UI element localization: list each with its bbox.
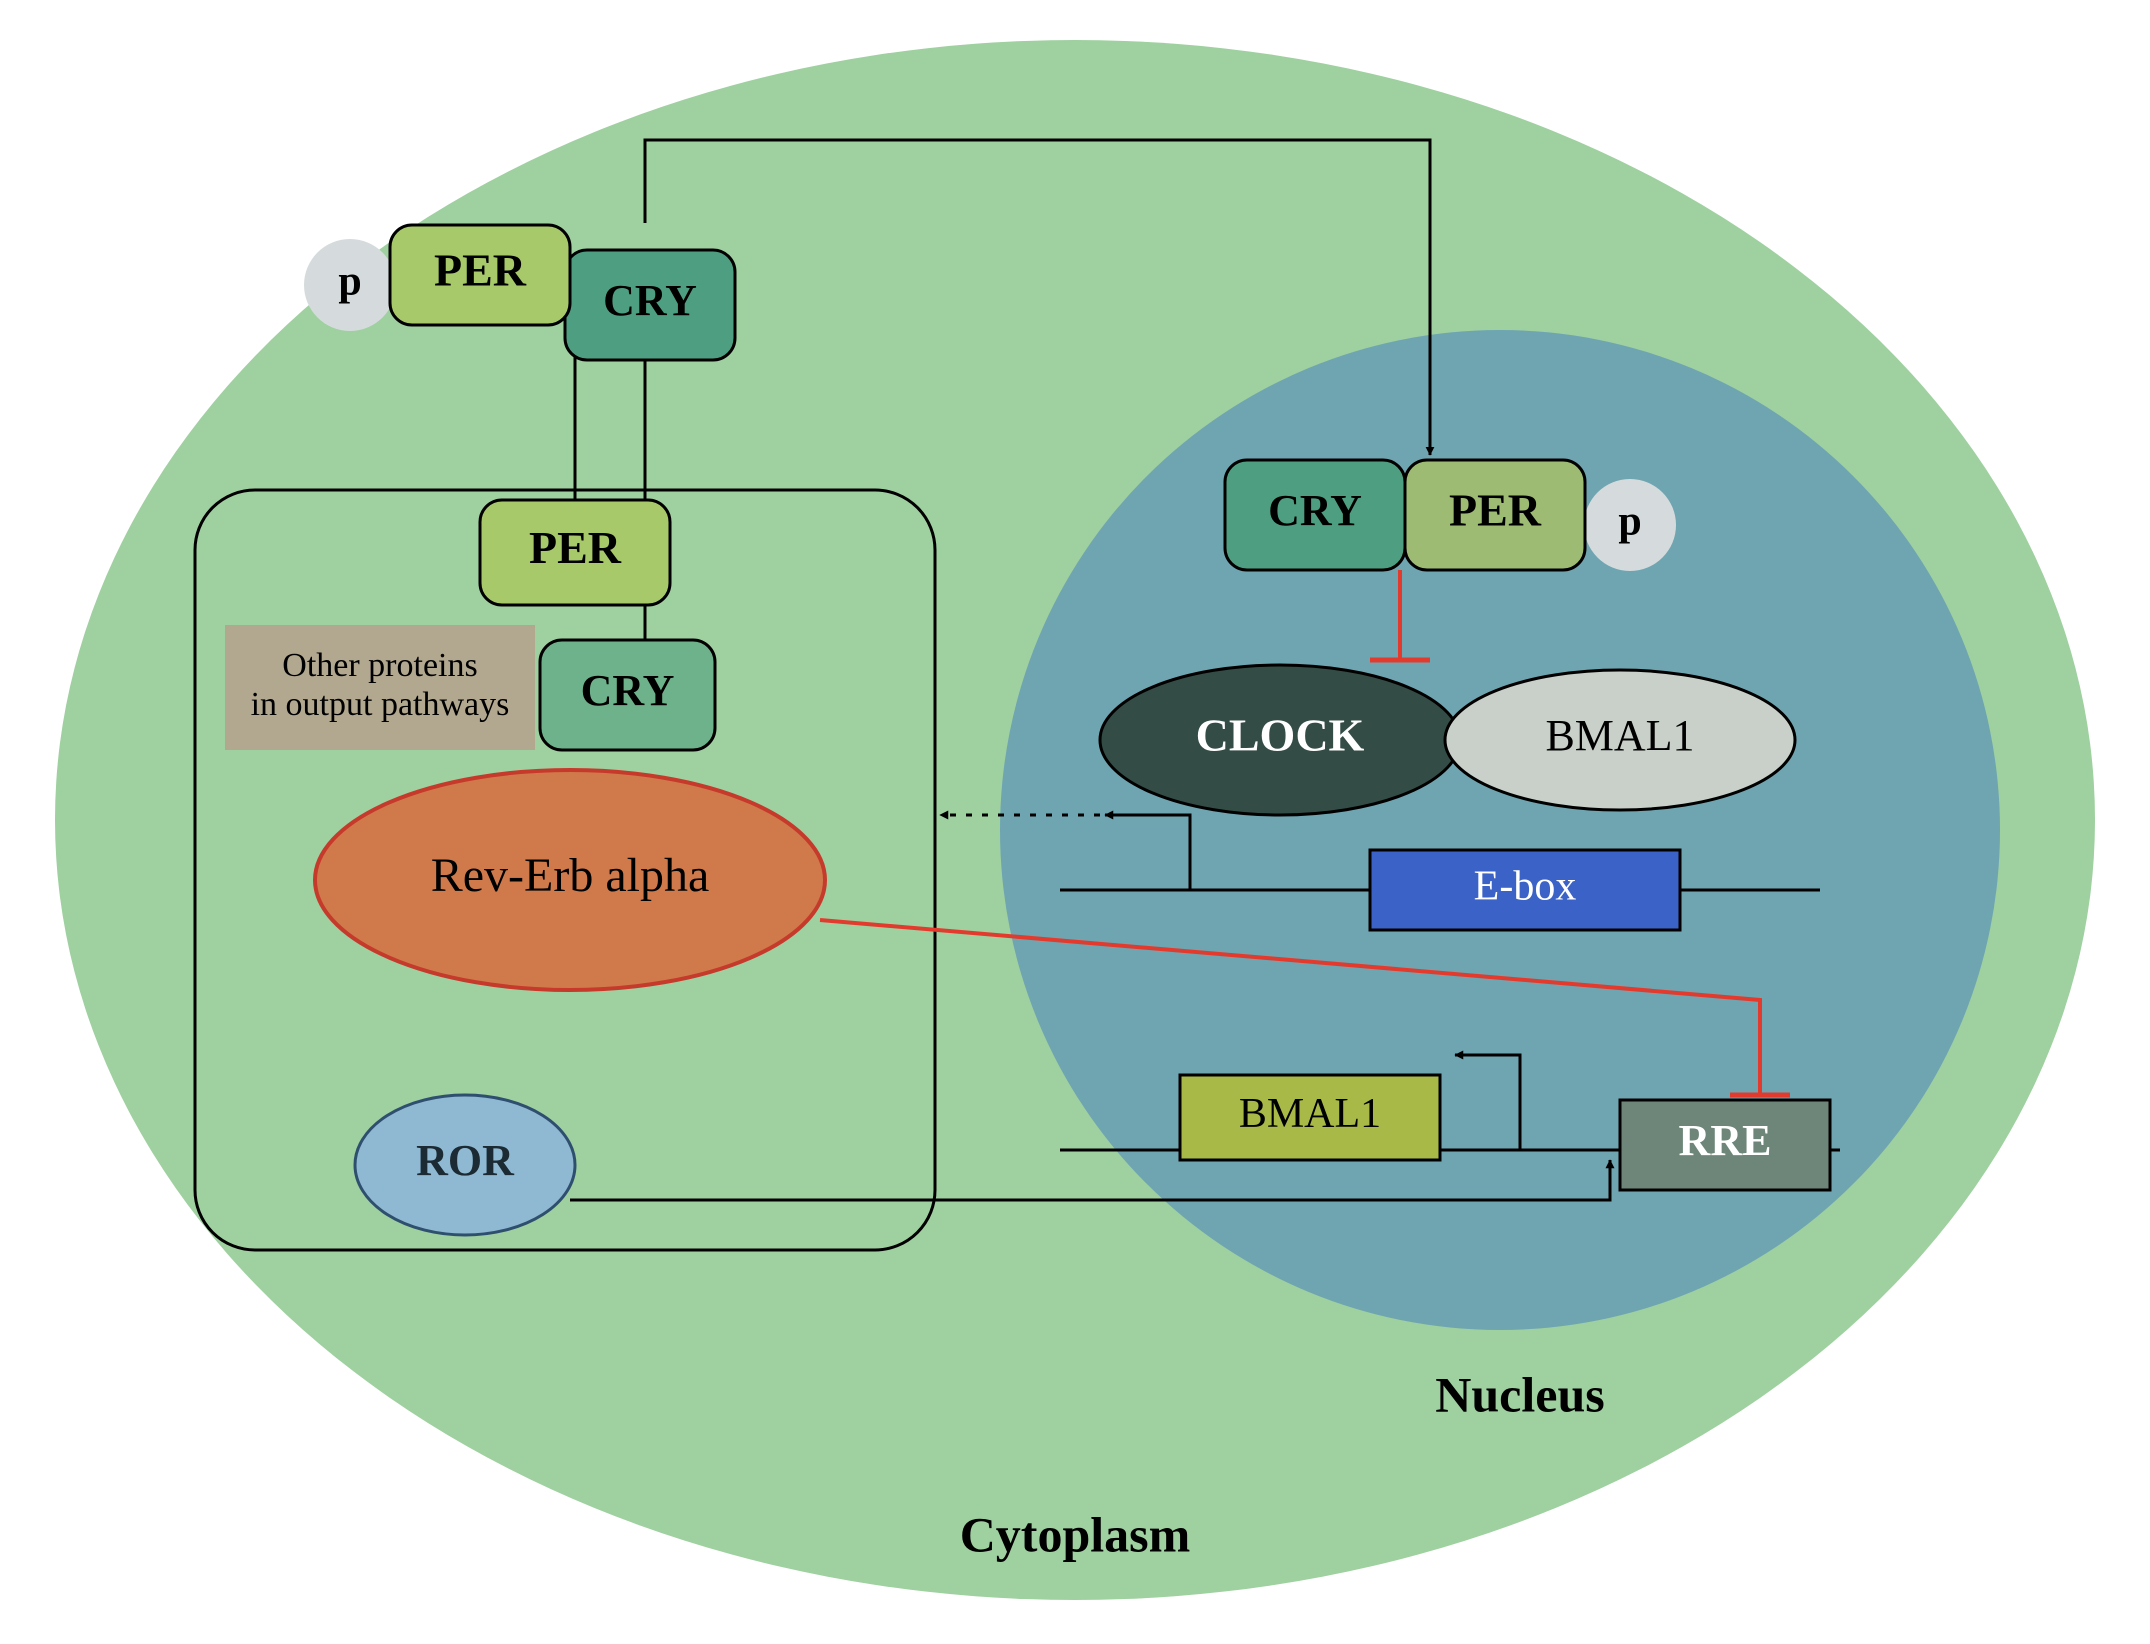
node-ror: ROR [355, 1095, 575, 1235]
node-per_panel: PER [480, 500, 670, 605]
node-bmal1_gene: BMAL1 [1180, 1075, 1440, 1160]
node-cry_nuc: CRY [1225, 460, 1405, 570]
node-per_nuc: PER [1405, 460, 1585, 570]
node-cry_panel-label: CRY [581, 666, 675, 715]
node-cry_cyto_top: CRY [565, 250, 735, 360]
node-ebox: E-box [1370, 850, 1680, 930]
node-bmal1_prot: BMAL1 [1445, 670, 1795, 810]
node-p_cyto-label: p [338, 259, 361, 305]
node-p_nuc-label: p [1618, 499, 1641, 545]
node-per_nuc-label: PER [1449, 485, 1542, 536]
node-reverb: Rev-Erb alpha [315, 770, 825, 990]
node-cry_cyto_top-label: CRY [603, 276, 697, 325]
node-clock: CLOCK [1100, 665, 1460, 815]
node-reverb-label: Rev-Erb alpha [431, 849, 710, 902]
node-clock-label: CLOCK [1196, 710, 1365, 761]
node-rre: RRE [1620, 1100, 1830, 1190]
nucleus-label: Nucleus [1435, 1366, 1604, 1422]
node-per_cyto_top: PER [390, 225, 570, 325]
node-per_panel-label: PER [529, 522, 622, 573]
node-ror-label: ROR [416, 1136, 515, 1185]
node-bmal1_gene-label: BMAL1 [1239, 1091, 1381, 1137]
node-per_cyto_top-label: PER [434, 245, 527, 296]
node-rre-label: RRE [1679, 1116, 1772, 1165]
node-cry_panel: CRY [540, 640, 715, 750]
node-ebox-label: E-box [1474, 864, 1577, 910]
node-p_cyto: p [304, 239, 396, 331]
node-p_nuc: p [1584, 479, 1676, 571]
cytoplasm-label: Cytoplasm [960, 1506, 1191, 1562]
node-cry_nuc-label: CRY [1268, 486, 1362, 535]
node-bmal1_prot-label: BMAL1 [1545, 711, 1694, 760]
